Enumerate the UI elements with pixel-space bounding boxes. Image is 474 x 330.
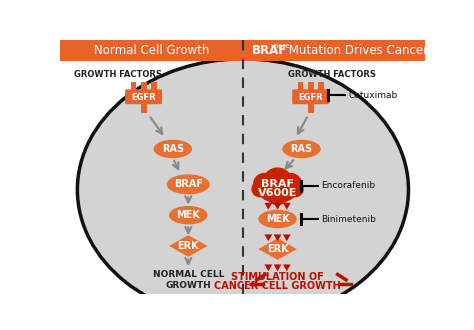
Text: EGFR: EGFR [131,93,156,102]
Text: BRAF: BRAF [251,44,287,57]
FancyBboxPatch shape [61,40,425,61]
Polygon shape [264,234,272,241]
Text: GROWTH FACTORS: GROWTH FACTORS [74,70,162,79]
Bar [308,103,314,114]
Polygon shape [273,264,282,271]
Text: V600E: V600E [272,44,291,49]
Text: Encorafenib: Encorafenib [321,182,375,190]
Text: GROWTH FACTORS: GROWTH FACTORS [288,70,375,79]
Ellipse shape [258,210,297,228]
Circle shape [274,180,296,201]
Ellipse shape [154,140,192,158]
Text: RAS: RAS [291,144,312,154]
Ellipse shape [77,59,409,321]
Ellipse shape [167,174,210,194]
FancyBboxPatch shape [292,89,329,104]
Polygon shape [319,82,324,91]
Polygon shape [298,82,303,91]
Circle shape [287,181,304,197]
Polygon shape [151,82,157,91]
Text: Cetuximab: Cetuximab [348,90,398,100]
Polygon shape [309,82,314,91]
Ellipse shape [169,206,208,224]
Polygon shape [283,264,291,271]
Text: RAS: RAS [162,144,184,154]
Text: EGFR: EGFR [298,93,323,102]
Bar [140,103,146,114]
FancyBboxPatch shape [125,89,162,104]
Polygon shape [130,82,136,91]
Polygon shape [141,82,146,91]
Polygon shape [264,264,272,271]
Text: BRAF: BRAF [174,180,203,189]
Polygon shape [169,235,208,257]
Text: ERK: ERK [177,241,199,251]
Circle shape [253,173,276,196]
Text: CANCER CELL GROWTH: CANCER CELL GROWTH [214,281,341,291]
Polygon shape [264,203,272,210]
Circle shape [259,180,281,201]
Text: MEK: MEK [266,214,290,224]
Polygon shape [273,234,282,241]
Text: V600E: V600E [258,188,297,198]
Ellipse shape [282,140,321,158]
Text: Mutation Drives Cancer Cell Growth: Mutation Drives Cancer Cell Growth [284,44,474,57]
Text: Binimetenib: Binimetenib [321,214,376,223]
Text: BRAF: BRAF [261,180,294,189]
Circle shape [279,173,302,196]
Text: NORMAL CELL
GROWTH: NORMAL CELL GROWTH [153,270,224,290]
Text: MEK: MEK [176,210,200,220]
Polygon shape [283,234,291,241]
Polygon shape [258,238,297,260]
Circle shape [262,167,293,198]
Text: ERK: ERK [267,244,288,254]
Polygon shape [283,203,291,210]
Text: Normal Cell Growth: Normal Cell Growth [93,44,209,57]
Text: STIMULATION OF: STIMULATION OF [231,272,324,282]
Circle shape [251,181,268,197]
Polygon shape [273,203,282,210]
Circle shape [264,179,291,205]
